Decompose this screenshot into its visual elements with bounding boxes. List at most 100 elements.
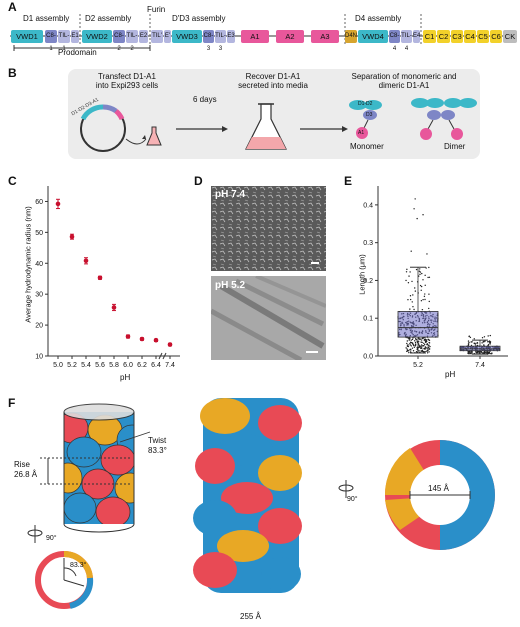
e-point xyxy=(425,341,428,343)
e-point xyxy=(420,285,423,288)
e-point xyxy=(429,345,431,348)
domain-e4: E4 xyxy=(413,30,420,43)
e-point xyxy=(423,347,426,350)
e-point xyxy=(424,298,426,301)
assembly-label-d1: D1 assembly xyxy=(23,14,70,23)
c-axis-break xyxy=(162,352,167,360)
e-point xyxy=(487,335,489,337)
e-point xyxy=(468,353,470,355)
e-point xyxy=(407,344,409,346)
assembly-label-d4: D4 assembly xyxy=(355,14,402,23)
e-point xyxy=(423,351,426,353)
e-point xyxy=(475,351,477,353)
e-point xyxy=(413,308,415,311)
e-xtick-label: 7.4 xyxy=(475,362,485,369)
e-xlabel: pH xyxy=(445,370,456,379)
e-ytick-label: 0.1 xyxy=(363,316,373,323)
e-point xyxy=(406,348,408,350)
domain-e1: E1 xyxy=(71,30,79,43)
e-point xyxy=(427,347,429,349)
e-point xyxy=(418,344,420,346)
domain-c5: C5 xyxy=(477,30,489,43)
domain-e2: E2 xyxy=(139,30,148,43)
step3-text: Separation of monomeric and dimeric D1-A… xyxy=(351,72,457,90)
em-image-ph74 xyxy=(211,186,326,271)
e-box xyxy=(397,311,439,338)
domain-d4n: D4N xyxy=(345,30,357,43)
e-point xyxy=(408,275,410,277)
e-point xyxy=(469,336,472,339)
e-point xyxy=(408,351,410,354)
c-point xyxy=(97,275,103,281)
e-point xyxy=(409,351,412,353)
c-point xyxy=(111,305,117,310)
rotation-label-1: 90° xyxy=(46,535,57,542)
domain-a3: A3 xyxy=(311,30,339,43)
e-point xyxy=(407,298,409,301)
e-ytick-label: 0.0 xyxy=(363,354,373,361)
e-point xyxy=(484,340,486,343)
e-point xyxy=(426,352,429,354)
e-ytick-label: 0.2 xyxy=(363,278,373,285)
e-point xyxy=(473,342,475,344)
panel-a-label: A xyxy=(8,0,17,14)
e-point xyxy=(469,352,472,355)
e-point xyxy=(418,350,420,352)
monomer-label: Monomer xyxy=(350,142,384,151)
e-point xyxy=(424,346,427,348)
e-point xyxy=(468,341,470,344)
panel-b-label: B xyxy=(8,66,17,80)
e-point xyxy=(412,306,414,308)
e-point xyxy=(413,208,415,210)
schematic-label-d1d2: D1-D2 xyxy=(358,101,373,107)
domain-til-3: TIL-3 xyxy=(215,30,226,52)
e-point xyxy=(419,271,422,273)
e-point xyxy=(416,348,418,350)
e-point xyxy=(414,198,416,200)
c-ytick-label: 20 xyxy=(35,323,43,330)
e-point xyxy=(428,293,430,295)
e-point xyxy=(411,280,413,283)
assembly-label-furin: Furin xyxy=(147,5,166,14)
e-point xyxy=(419,338,421,341)
c-point xyxy=(153,337,159,343)
e-point xyxy=(419,268,421,270)
domain-e-prime: E' xyxy=(164,30,171,43)
rotation-label-2: 90° xyxy=(347,496,358,503)
e-point xyxy=(427,346,429,348)
c-xtick-label: 6.2 xyxy=(137,362,147,369)
e-point xyxy=(423,339,426,341)
domain-c8-2: C8-2 xyxy=(113,30,125,52)
c-ytick-label: 30 xyxy=(35,292,43,299)
assembly-label-d3: D'D3 assembly xyxy=(172,14,226,23)
e-point xyxy=(421,350,423,353)
e-point xyxy=(411,301,413,303)
e-point xyxy=(410,349,412,351)
rise-value: 26.8 Å xyxy=(14,470,38,479)
e-point xyxy=(414,290,417,292)
panel-b-graphics xyxy=(80,98,477,152)
e-point xyxy=(487,341,489,343)
e-point xyxy=(420,289,422,291)
e-point xyxy=(427,276,429,279)
c-axis-break xyxy=(158,352,163,360)
panel-c-label: C xyxy=(8,174,17,188)
domain-vwd1: VWD1 xyxy=(11,30,43,43)
e-point xyxy=(428,307,430,310)
panel-d-label: D xyxy=(194,174,203,188)
e-point xyxy=(487,344,489,346)
e-point xyxy=(474,344,477,346)
e-point xyxy=(488,342,491,344)
filament-render xyxy=(193,398,302,593)
e-point xyxy=(414,343,417,345)
e-ytick-label: 0.4 xyxy=(363,202,373,209)
e-point xyxy=(411,338,414,341)
width-label: 255 Å xyxy=(240,612,261,621)
e-point xyxy=(419,273,421,276)
e-point xyxy=(412,344,415,347)
e-point xyxy=(488,340,491,343)
e-point xyxy=(427,338,430,341)
e-point xyxy=(420,341,422,343)
e-point xyxy=(423,295,426,298)
e-point xyxy=(488,351,491,354)
